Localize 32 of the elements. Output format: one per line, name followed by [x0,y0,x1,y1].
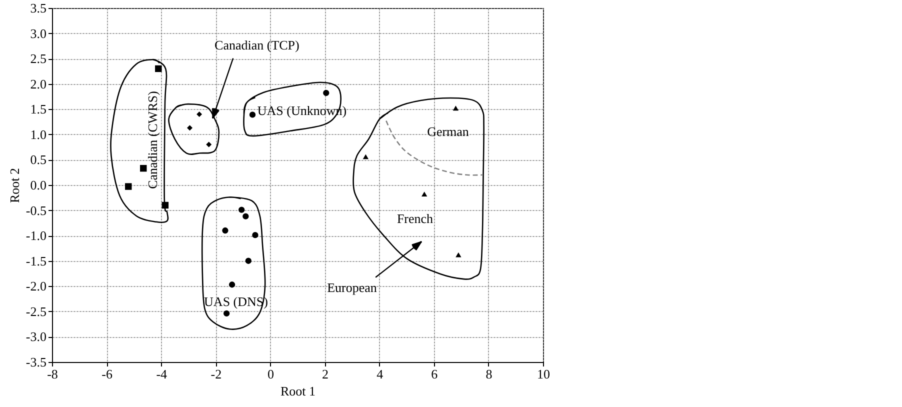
x-tick-label: -2 [210,366,222,382]
annotation: French [396,211,434,226]
y-tick-label: -2.0 [26,278,46,294]
x-axis-title: Root 1 [280,384,316,398]
y-tick-label: -1.0 [26,228,46,244]
annotation: Canadian (CWRS) [145,91,160,189]
y-tick-label: -3.0 [26,329,46,344]
x-tick-label: 8 [486,366,492,382]
y-tick-label: -1.5 [26,253,46,268]
y-tick-label: 3.5 [30,0,46,16]
y-tick-label: -0.5 [26,202,46,218]
y-tick-label: -2.5 [26,304,46,319]
x-tick-label: 2 [322,366,329,382]
y-tick-label: 0.5 [30,152,46,168]
y-tick-label: 2.5 [30,51,46,66]
y-axis-title: Root 2 [6,168,22,204]
x-tick-label: 10 [537,366,550,382]
y-tick-label: 0.0 [30,178,46,192]
y-tick-label: 1.5 [30,102,46,117]
x-tick-label: -6 [102,366,113,382]
y-tick-label: 1.0 [30,126,46,142]
annotation: Canadian (TCP) [214,38,300,53]
x-tick-label: -4 [156,366,168,382]
x-tick-label: 0 [267,366,274,382]
x-tick-label: 4 [376,366,384,382]
annotation: German [427,124,470,139]
y-tick-label: 2.0 [30,76,46,92]
x-tick-label: -8 [47,366,58,382]
annotation: European [327,280,378,295]
y-tick-label: -3.5 [26,354,46,370]
y-tick-label: 3.0 [30,26,46,41]
x-tick-label: 6 [431,366,438,382]
